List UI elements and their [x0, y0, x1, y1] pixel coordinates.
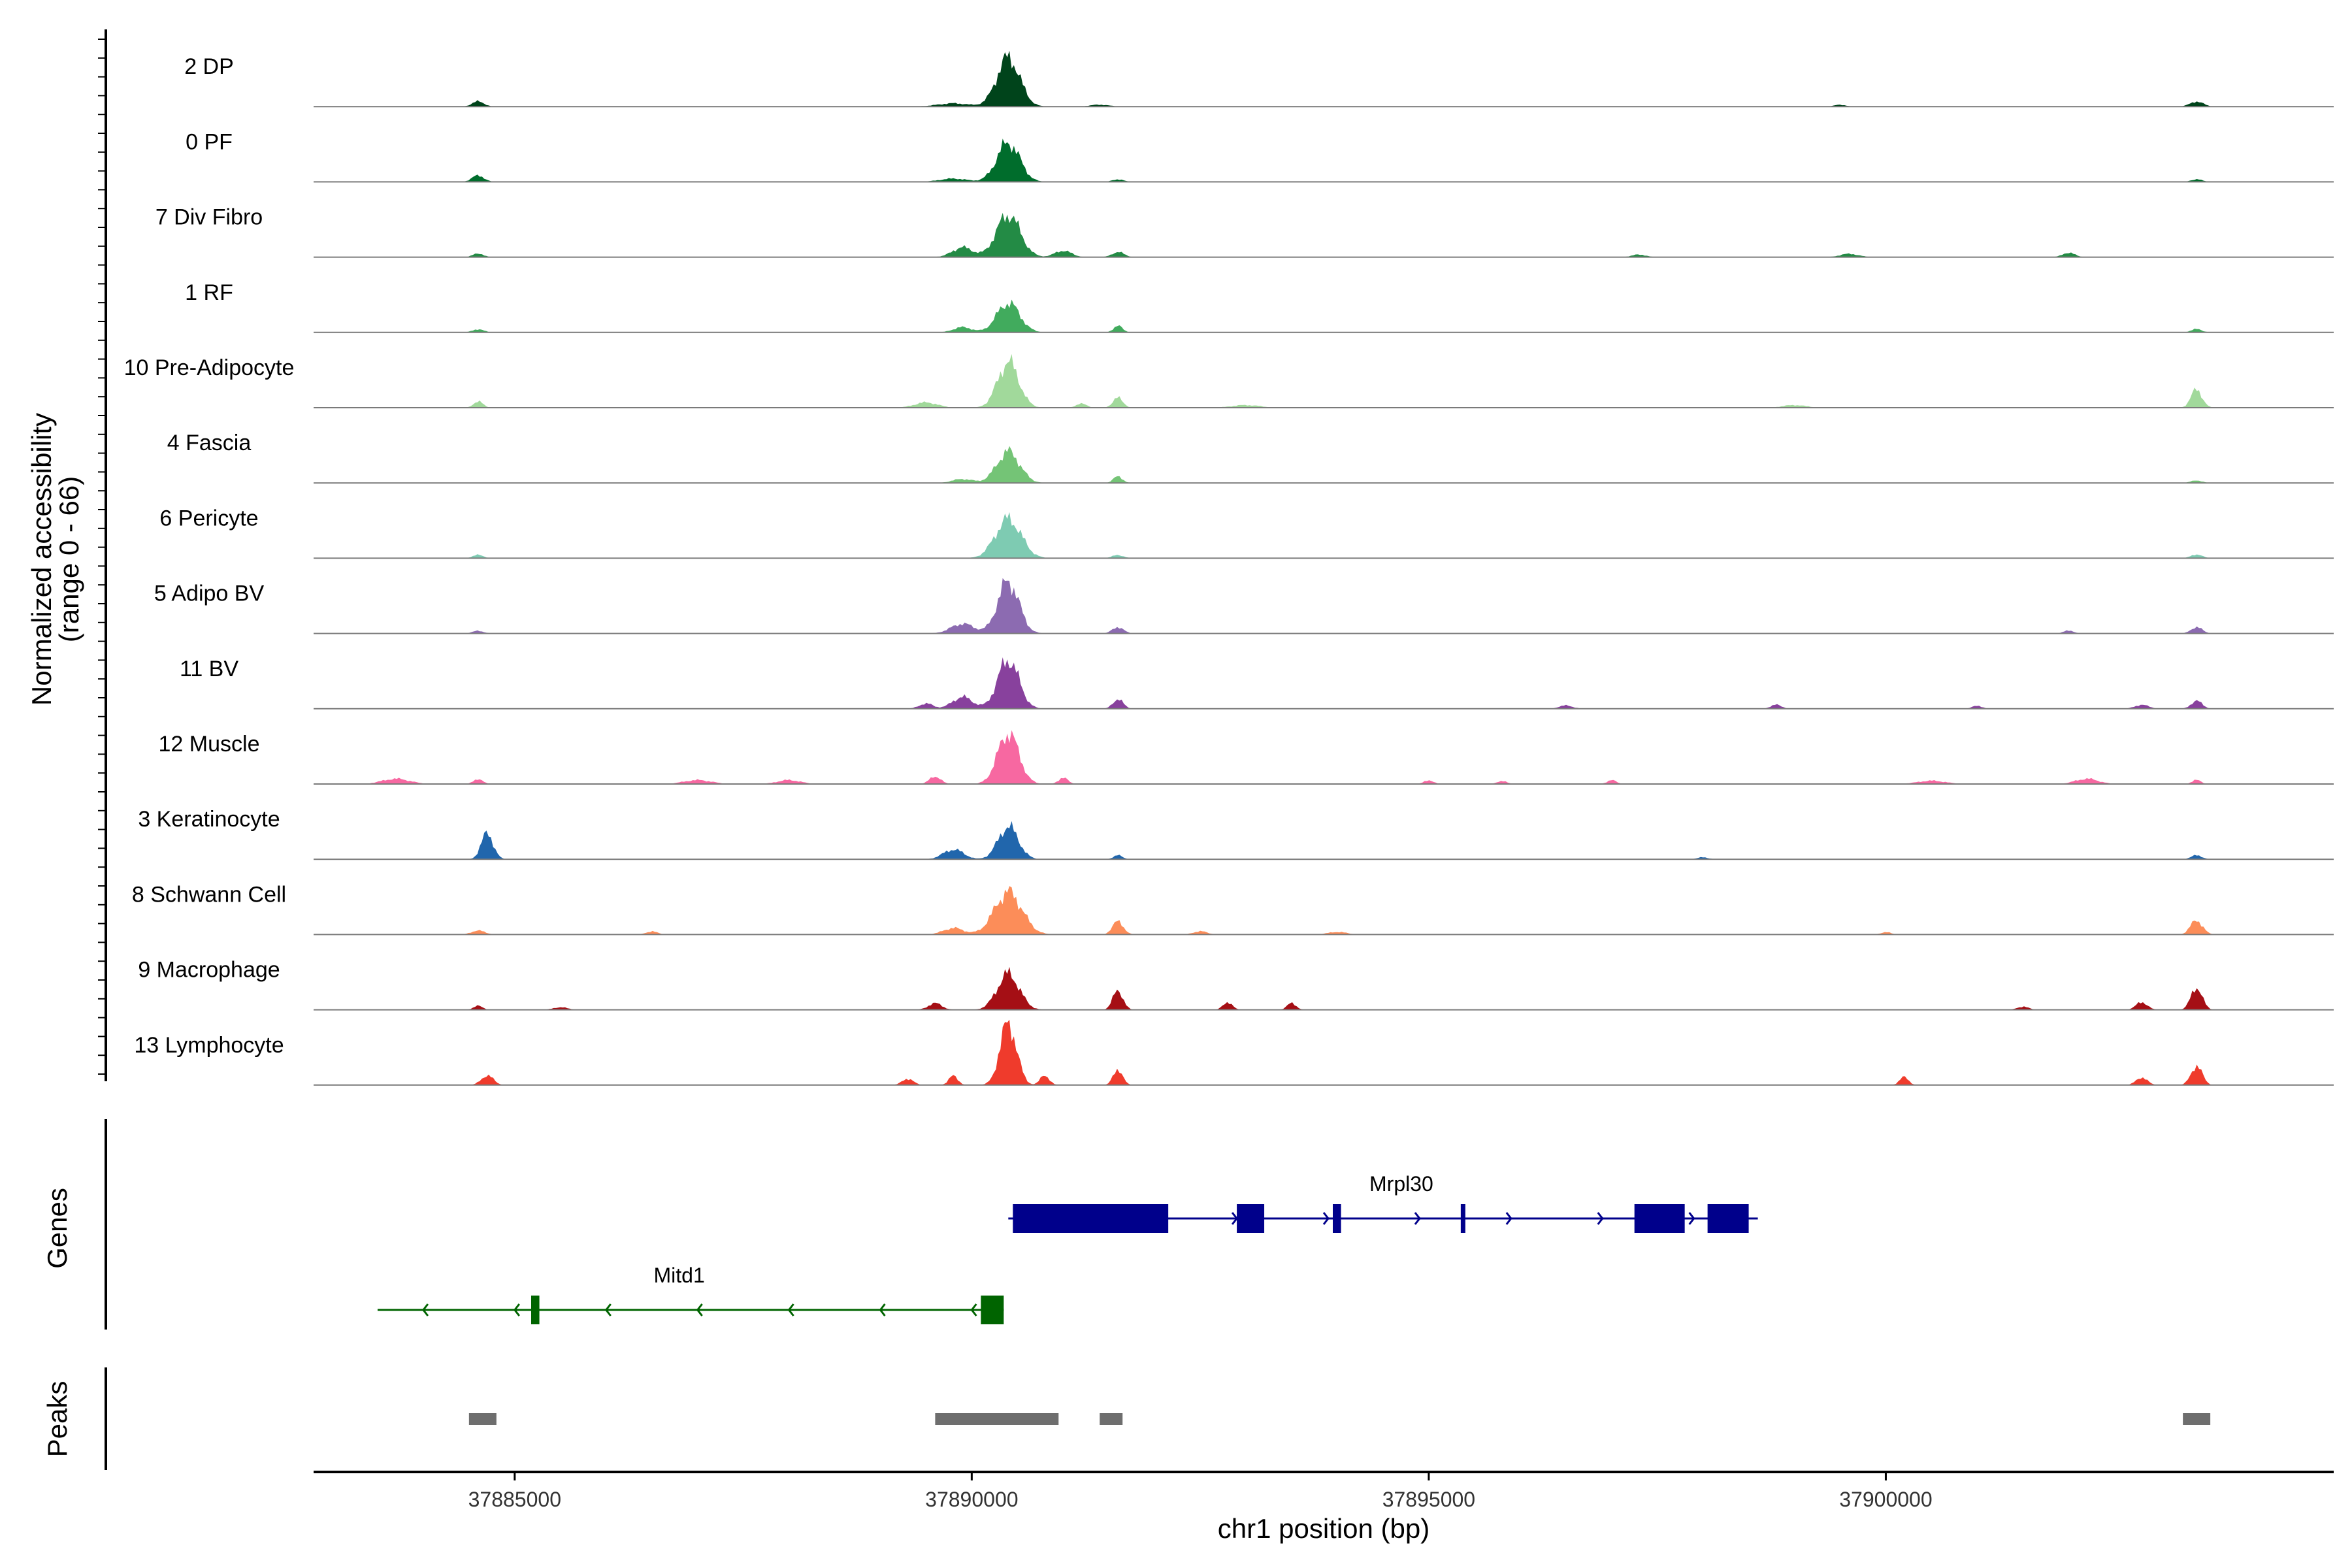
peak-region [1100, 1413, 1123, 1425]
coverage-area [314, 212, 2334, 257]
track-label: 8 Schwann Cell [132, 882, 286, 907]
gene-label: Mrpl30 [1369, 1172, 1433, 1196]
track-label: 4 Fascia [167, 431, 252, 455]
track-label: 6 Pericyte [159, 506, 258, 531]
coverage-area [314, 730, 2334, 784]
track-label: 1 RF [185, 280, 233, 305]
exon [1460, 1204, 1465, 1233]
strand-arrow [421, 1303, 429, 1316]
peak-region [2183, 1413, 2211, 1425]
strand-arrow [513, 1303, 520, 1316]
track-7-div-fibro: 7 Div Fibro [155, 205, 2334, 258]
strand-arrow [604, 1303, 612, 1316]
y-axis-title-line2: (range 0 - 66) [54, 476, 84, 642]
x-tick-label: 37900000 [1839, 1488, 1932, 1511]
x-axis-title: chr1 position (bp) [1218, 1513, 1430, 1544]
coverage-area [314, 966, 2334, 1010]
track-13-lymphocyte: 13 Lymphocyte [134, 1019, 2334, 1086]
peak-regions [468, 1413, 2211, 1425]
coverage-area [314, 886, 2334, 935]
peak-region [468, 1413, 497, 1425]
track-0-pf: 0 PF [186, 129, 2334, 183]
x-tick-label: 37895000 [1382, 1488, 1475, 1511]
exon [981, 1296, 1004, 1324]
strand-arrow [696, 1303, 703, 1316]
y-axis-title-line1: Normalized accessibility [26, 413, 57, 706]
coverage-area [314, 446, 2334, 483]
exon [1634, 1204, 1685, 1233]
coverage-area [314, 512, 2334, 559]
strand-arrow [970, 1303, 977, 1316]
track-label: 3 Keratinocyte [138, 807, 280, 832]
track-label: 11 BV [180, 657, 238, 681]
x-tick-label: 37890000 [925, 1488, 1018, 1511]
track-2-dp: 2 DP [184, 50, 2334, 108]
gene-mrpl30: Mrpl30 [1008, 1172, 1758, 1233]
track-label: 10 Pre-Adipocyte [124, 355, 295, 380]
coverage-area [314, 299, 2334, 333]
strand-arrow [1322, 1212, 1330, 1225]
track-label: 13 Lymphocyte [134, 1033, 284, 1058]
strand-arrow [1505, 1212, 1512, 1225]
track-11-bv: 11 BV [180, 657, 2334, 710]
exon [1332, 1204, 1341, 1233]
coverage-area [314, 657, 2334, 709]
track-12-muscle: 12 Muscle [159, 730, 2334, 785]
coverage-tracks: 2 DP 0 PF 7 Div Fibro 1 RF 10 Pre-Adipocyte 4… [124, 50, 2334, 1086]
strand-arrow [787, 1303, 794, 1316]
exon [1237, 1204, 1265, 1233]
strand-arrow [1597, 1212, 1604, 1225]
x-axis-ticks: 37885000 37890000 37895000 37900000 [468, 1472, 1933, 1511]
coverage-area [314, 1019, 2334, 1085]
coverage-area [314, 50, 2334, 107]
coverage-area [314, 821, 2334, 860]
track-8-schwann-cell: 8 Schwann Cell [132, 882, 2334, 936]
peak-region [935, 1413, 1059, 1425]
strand-arrow [879, 1303, 886, 1316]
gene-mitd1: Mitd1 [377, 1264, 1004, 1324]
gene-annotations: Mrpl30 Mitd1 [377, 1172, 1758, 1324]
exon [1707, 1204, 1749, 1233]
coverage-y-ticks [98, 39, 106, 1075]
x-tick-label: 37885000 [468, 1488, 561, 1511]
track-label: 7 Div Fibro [155, 205, 263, 230]
track-label: 5 Adipo BV [154, 581, 265, 606]
coverage-area [314, 353, 2334, 408]
track-4-fascia: 4 Fascia [167, 431, 2334, 484]
peaks-panel-label: Peaks [42, 1381, 73, 1458]
strand-arrow [1414, 1212, 1421, 1225]
track-5-adipo-bv: 5 Adipo BV [154, 578, 2334, 634]
genes-panel-label: Genes [42, 1188, 73, 1269]
track-9-macrophage: 9 Macrophage [138, 958, 2334, 1011]
track-label: 12 Muscle [159, 732, 260, 757]
track-1-rf: 1 RF [185, 280, 2334, 333]
exon [1013, 1204, 1169, 1233]
track-label: 2 DP [184, 54, 234, 79]
track-label: 9 Macrophage [138, 958, 280, 983]
track-10-pre-adipocyte: 10 Pre-Adipocyte [124, 353, 2334, 408]
coverage-area [314, 578, 2334, 634]
coverage-area [314, 139, 2334, 182]
y-axis-title: Normalized accessibility (range 0 - 66) [26, 413, 84, 706]
track-3-keratinocyte: 3 Keratinocyte [138, 807, 2334, 860]
gene-label: Mitd1 [654, 1264, 705, 1287]
exon [531, 1296, 540, 1324]
track-6-pericyte: 6 Pericyte [159, 506, 2334, 559]
track-label: 0 PF [186, 129, 233, 154]
strand-arrow [1688, 1212, 1695, 1225]
